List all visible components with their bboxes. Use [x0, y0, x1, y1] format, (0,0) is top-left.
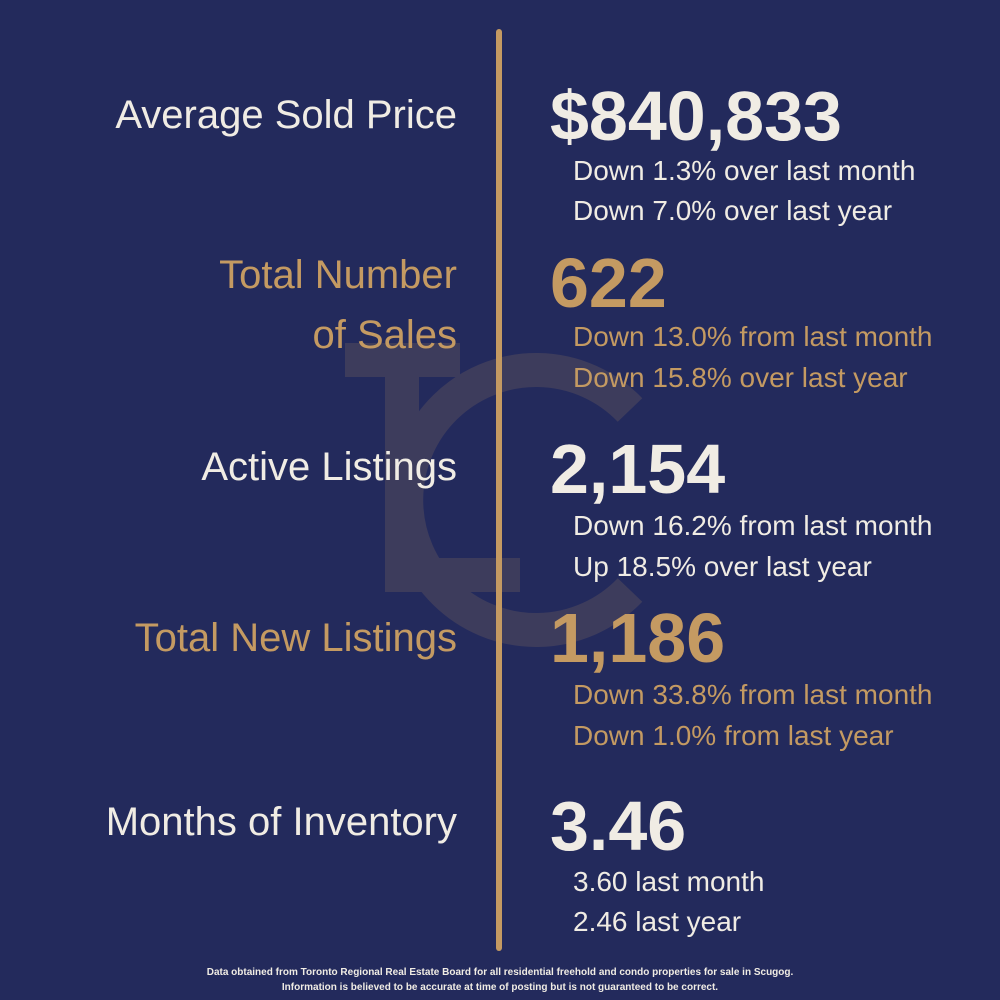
metric-label: Total Number — [219, 253, 457, 297]
metric-value: 3.46 — [550, 787, 686, 865]
metric-detail: Up 18.5% over last year — [573, 551, 872, 582]
footer-line: Data obtained from Toronto Regional Real… — [207, 967, 794, 978]
metric-detail: Down 15.8% over last year — [573, 362, 908, 393]
footer-line: Information is believed to be accurate a… — [282, 982, 718, 993]
metric-value: $840,833 — [550, 77, 842, 155]
metric-label: Active Listings — [201, 445, 457, 489]
metric-label: of Sales — [312, 313, 457, 357]
metric-detail: Down 7.0% over last year — [573, 195, 892, 226]
metric-label: Average Sold Price — [115, 93, 457, 137]
metric-detail: 3.60 last month — [573, 866, 764, 897]
metric-value: 622 — [550, 244, 667, 322]
metric-detail: 2.46 last year — [573, 906, 741, 937]
metric-detail: Down 33.8% from last month — [573, 679, 933, 710]
metric-detail: Down 1.0% from last year — [573, 720, 894, 751]
metric-label: Total New Listings — [135, 616, 457, 660]
metric-value: 2,154 — [550, 430, 725, 508]
metric-detail: Down 1.3% over last month — [573, 155, 915, 186]
metric-detail: Down 13.0% from last month — [573, 321, 933, 352]
metric-value: 1,186 — [550, 599, 725, 677]
metric-label: Months of Inventory — [106, 800, 457, 844]
watermark-logo — [345, 343, 643, 647]
metric-detail: Down 16.2% from last month — [573, 510, 933, 541]
